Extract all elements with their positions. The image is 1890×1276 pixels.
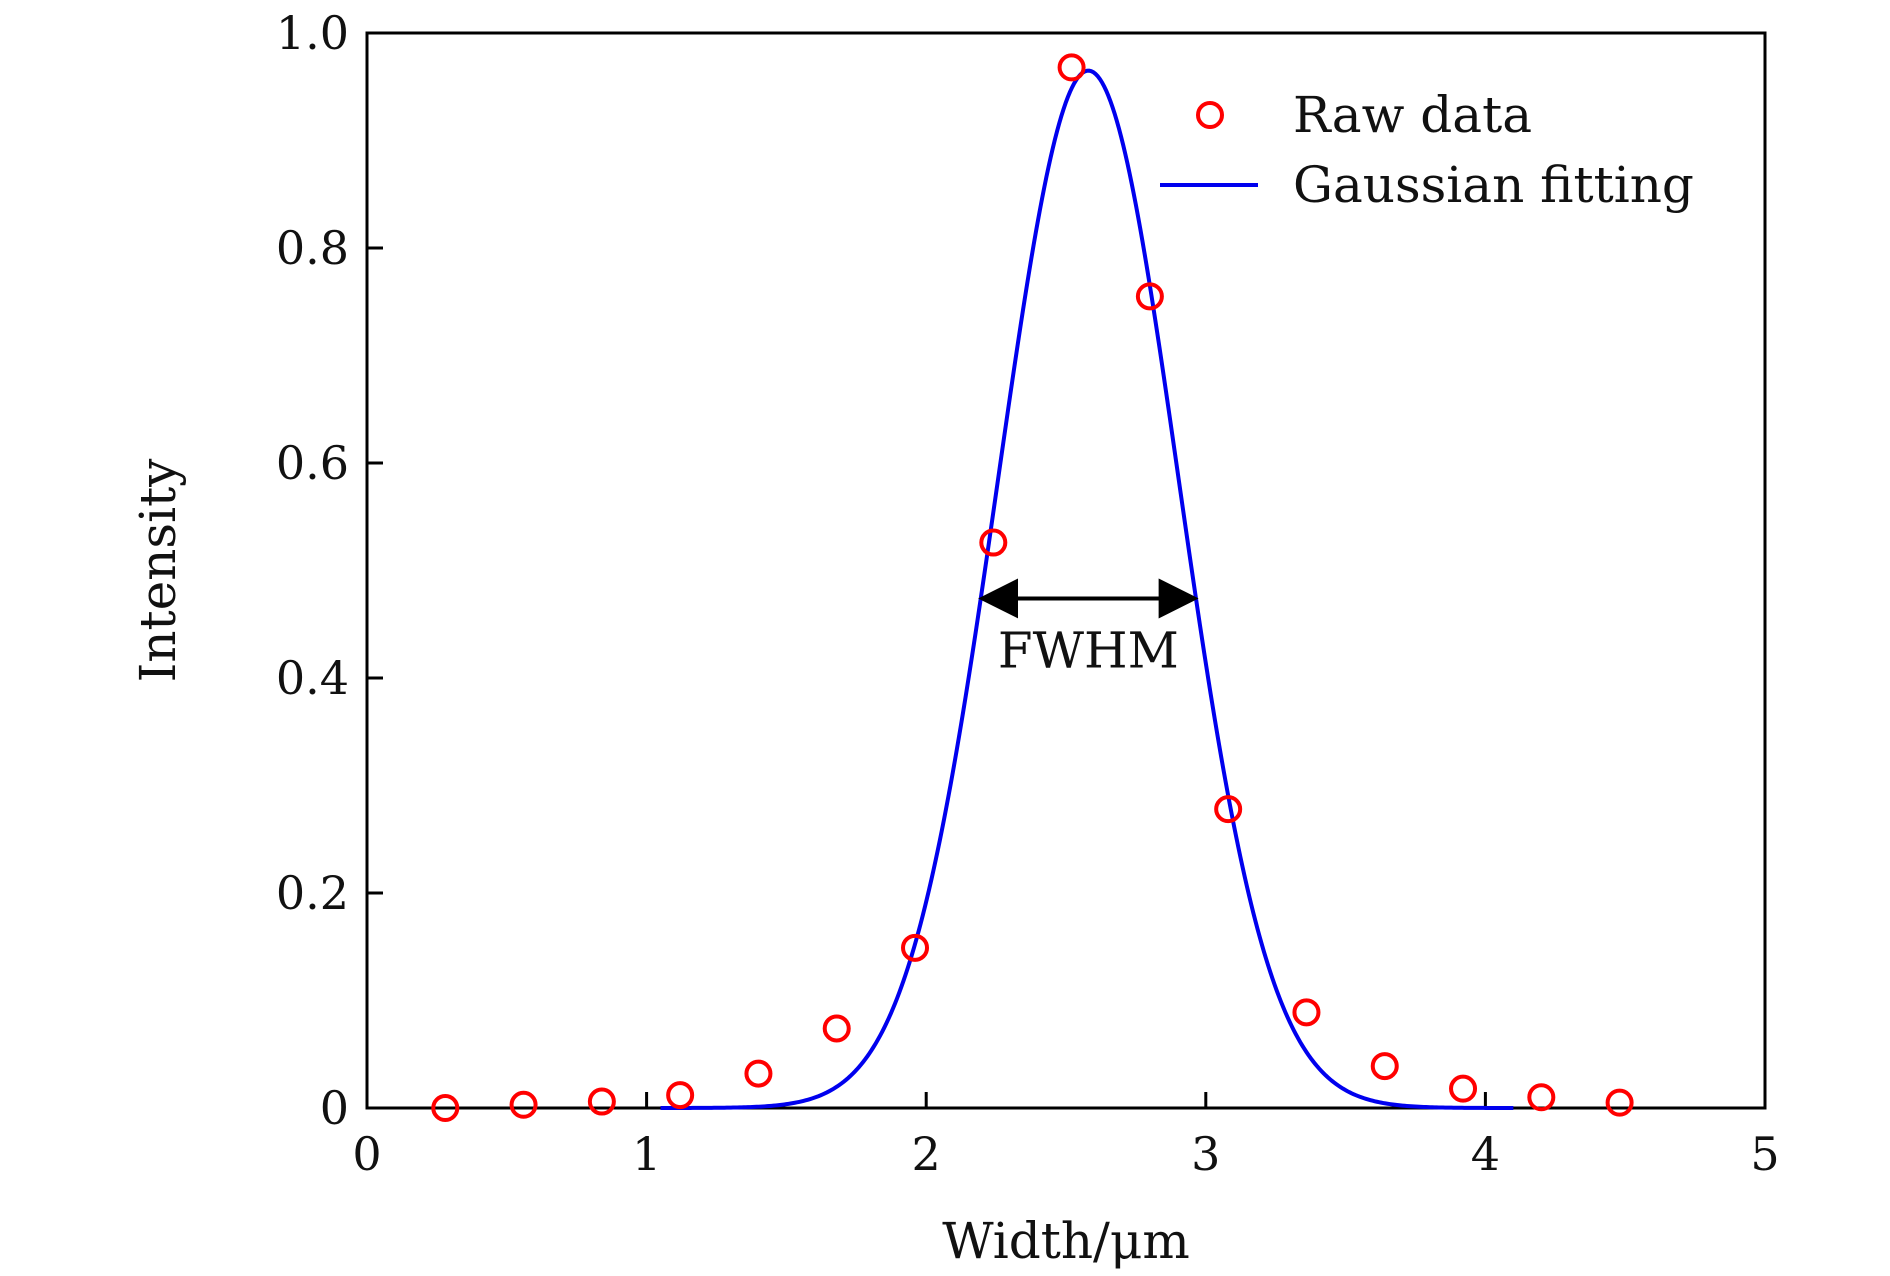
raw-data-point (587, 1087, 616, 1116)
fwhm-label: FWHM (998, 621, 1179, 679)
y-axis: 0 0.2 0.4 0.6 0.8 1.0 (276, 6, 383, 1135)
fwhm-annotation: FWHM (978, 578, 1199, 679)
x-axis-title: Width/μm (942, 1212, 1190, 1270)
x-tick-label: 0 (352, 1127, 381, 1181)
legend: Raw data Gaussian fitting (1160, 86, 1694, 214)
legend-fit-label: Gaussian fitting (1293, 156, 1694, 214)
x-tick-label: 2 (912, 1127, 941, 1181)
raw-data-point (822, 1014, 851, 1043)
raw-data-point (509, 1090, 538, 1119)
raw-data-point (901, 933, 930, 962)
raw-data-point (666, 1081, 695, 1110)
gaussian-fit-layer (660, 68, 1514, 1110)
x-tick-label: 4 (1471, 1127, 1500, 1181)
x-tick-label: 5 (1750, 1127, 1779, 1181)
raw-data-point (744, 1059, 773, 1088)
legend-raw-label: Raw data (1293, 86, 1532, 144)
raw-data-point (1370, 1052, 1399, 1081)
x-tick-label: 1 (632, 1127, 661, 1181)
legend-raw-marker (1196, 101, 1224, 129)
raw-data-point (1292, 998, 1321, 1027)
raw-data-point (1605, 1088, 1634, 1117)
y-tick-label: 0.8 (276, 221, 349, 275)
y-tick-label: 0.2 (276, 866, 349, 920)
x-axis: 0 1 2 3 4 5 (352, 1092, 1780, 1181)
raw-data-point (1527, 1083, 1556, 1112)
x-tick-label: 3 (1191, 1127, 1220, 1181)
raw-data-points (431, 53, 1634, 1122)
raw-data-point (1449, 1074, 1478, 1103)
y-tick-label: 0 (320, 1081, 349, 1135)
raw-data-point (1057, 53, 1086, 82)
raw-data-point (431, 1094, 460, 1122)
plot-frame (365, 31, 1767, 1110)
y-tick-label: 0.6 (276, 436, 349, 490)
y-tick-label: 1.0 (276, 6, 349, 60)
raw-data-point (979, 528, 1008, 557)
y-tick-label: 0.4 (276, 651, 349, 705)
y-axis-title: Intensity (129, 458, 187, 683)
raw-data-point (1214, 795, 1243, 824)
plot-border (365, 31, 1767, 1110)
gaussian-fit-line (660, 68, 1514, 1110)
raw-data-point (1135, 282, 1164, 311)
